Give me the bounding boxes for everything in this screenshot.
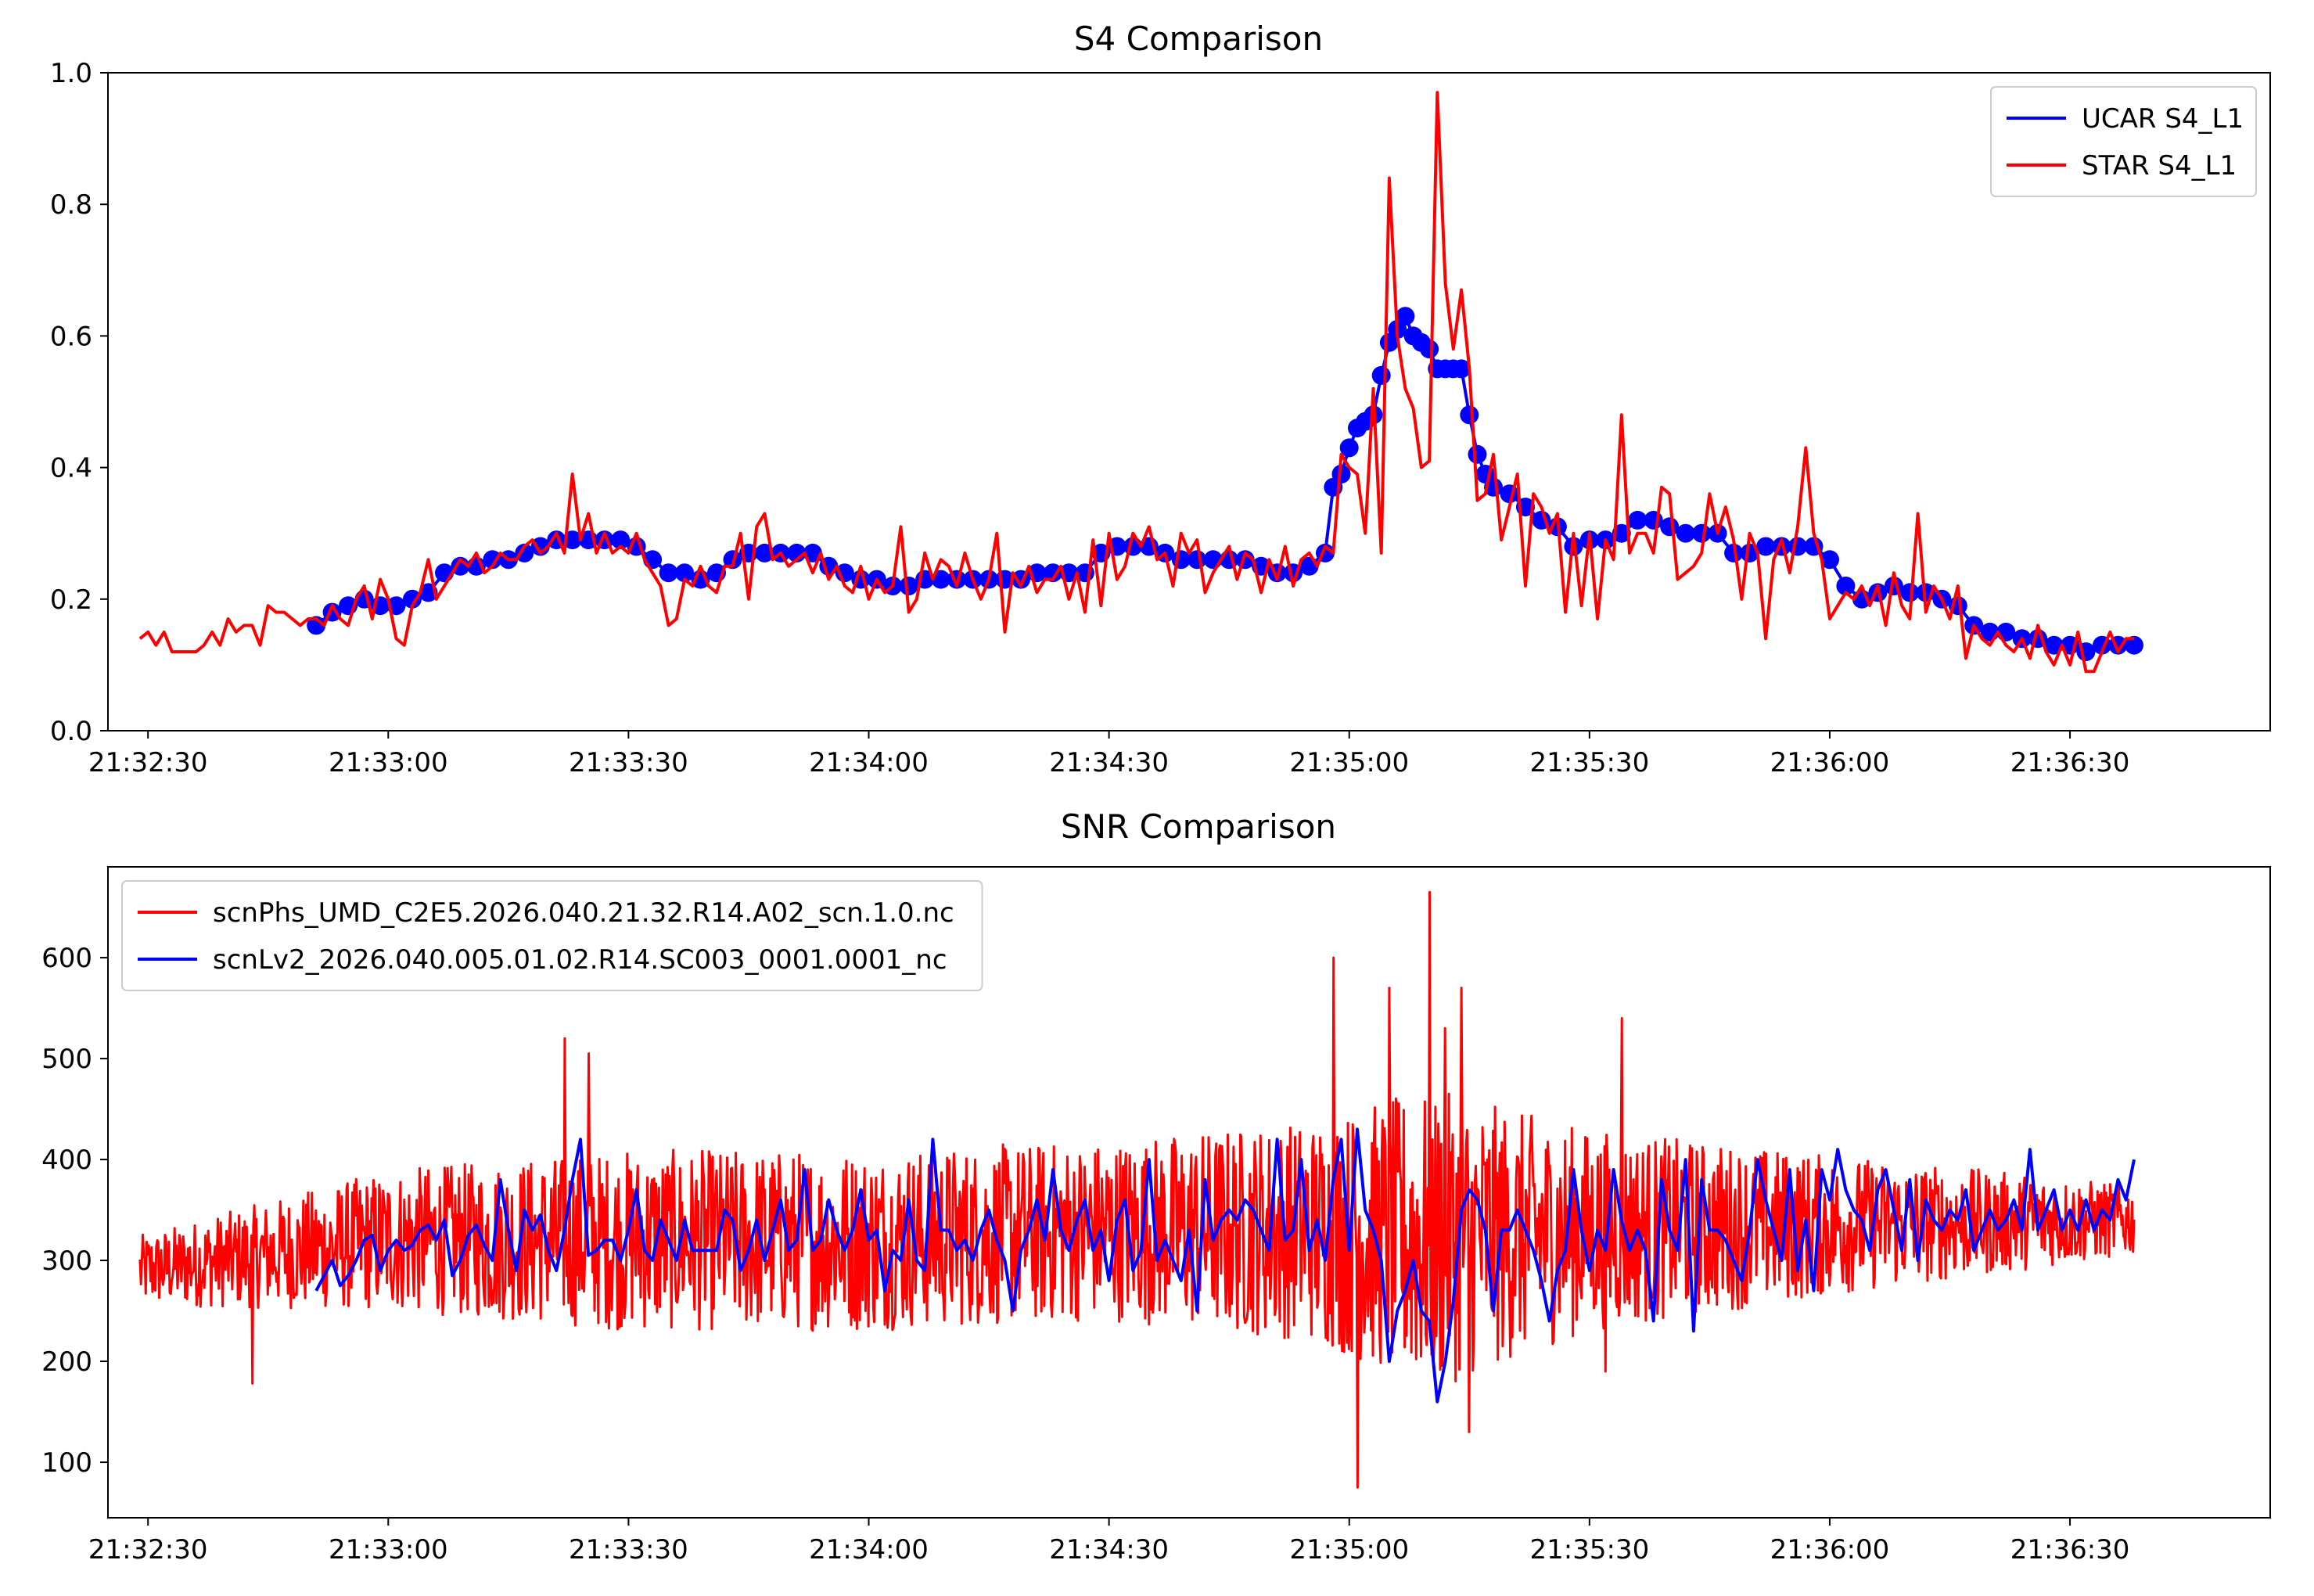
data-point	[1756, 537, 1776, 556]
data-point	[1371, 365, 1391, 385]
legend-label: STAR S4_L1	[2082, 150, 2237, 182]
series-group	[138, 91, 2143, 674]
series-line-1	[138, 91, 2134, 674]
data-point	[723, 550, 742, 570]
data-point	[1044, 563, 1062, 583]
legend-label: UCAR S4_L1	[2082, 103, 2244, 135]
y-tick-label: 0.6	[50, 321, 92, 352]
x-tick-label: 21:36:00	[1770, 1534, 1890, 1565]
x-tick-label: 21:34:00	[809, 747, 929, 778]
s4-chart-title: S4 Comparison	[1074, 20, 1323, 58]
data-point	[1460, 405, 1479, 425]
data-point	[1788, 537, 1807, 556]
x-tick-label: 21:33:30	[569, 747, 688, 778]
x-tick-label: 21:35:00	[1289, 1534, 1409, 1565]
data-point	[611, 530, 631, 550]
data-point	[1396, 307, 1415, 326]
x-tick-label: 21:35:30	[1530, 747, 1650, 778]
legend-label: scnLv2_2026.040.005.01.02.R14.SC003_0001…	[213, 944, 947, 976]
y-tick-label: 100	[41, 1447, 92, 1479]
x-tick-label: 21:36:30	[2010, 1534, 2130, 1565]
x-tick-label: 21:35:00	[1289, 747, 1409, 778]
axes-frame	[107, 72, 2271, 732]
s4-comparison-panel: S4 Comparison 21:32:30 21:33:00 21:33:30 21…	[50, 20, 2271, 778]
data-point	[1339, 438, 1359, 458]
y-tick-label: 0.2	[50, 584, 92, 616]
y-tick-label: 0.0	[50, 716, 92, 747]
s4-plot-area: 21:32:30 21:33:00 21:33:30 21:34:00 21:34:30…	[50, 58, 2271, 778]
snr-comparison-panel: SNR Comparison 21:32:30 21:33:00 21:33:30 2…	[41, 807, 2271, 1565]
data-point	[515, 543, 534, 563]
legend-label: scnPhs_UMD_C2E5.2026.040.21.32.R14.A02_s…	[213, 897, 954, 929]
y-tick-label: 0.4	[50, 453, 92, 484]
x-tick-label: 21:32:30	[88, 747, 208, 778]
data-point	[1628, 510, 1647, 530]
data-point	[1676, 523, 1695, 543]
data-point	[1500, 484, 1519, 504]
y-tick-label: 300	[41, 1246, 92, 1277]
data-point	[1836, 577, 1856, 595]
data-point	[1900, 583, 1920, 602]
y-tick-label: 200	[41, 1346, 92, 1378]
y-tick-label: 1.0	[50, 58, 92, 89]
data-point	[1724, 543, 1744, 563]
data-point	[1468, 444, 1487, 464]
data-point	[483, 550, 502, 570]
data-point	[1692, 523, 1712, 543]
series-line-0	[138, 890, 2136, 1489]
data-point	[1612, 523, 1631, 543]
y-tick-label: 400	[41, 1145, 92, 1176]
x-tick-label: 21:34:30	[1049, 747, 1169, 778]
series-group	[138, 890, 2136, 1489]
data-point	[2125, 635, 2143, 655]
data-point	[1331, 465, 1351, 483]
legend-box	[1990, 86, 2257, 197]
series-line-1	[314, 1127, 2136, 1404]
data-point	[675, 563, 695, 583]
data-point	[659, 563, 678, 583]
x-tick-label: 21:32:30	[88, 1534, 208, 1565]
y-tick-label: 600	[41, 943, 92, 974]
y-tick-label: 0.8	[50, 189, 92, 221]
x-tick-label: 21:34:00	[809, 1534, 929, 1565]
legend: UCAR S4_L1 STAR S4_L1	[1990, 86, 2257, 197]
x-tick-label: 21:33:30	[569, 1534, 688, 1565]
data-point	[1420, 340, 1439, 359]
x-tick-label: 21:36:30	[2010, 747, 2130, 778]
data-point	[1452, 359, 1471, 379]
data-point	[1820, 550, 1839, 570]
data-point	[403, 589, 422, 609]
y-tick-label: 500	[41, 1044, 92, 1075]
x-tick-label: 21:33:00	[329, 747, 448, 778]
x-tick-label: 21:34:30	[1049, 1534, 1169, 1565]
x-tick-label: 21:36:00	[1770, 747, 1890, 778]
x-tick-label: 21:33:00	[329, 1534, 448, 1565]
data-point	[1660, 517, 1680, 537]
x-tick-label: 21:35:30	[1530, 1534, 1650, 1565]
data-point	[899, 577, 918, 595]
legend: scnPhs_UMD_C2E5.2026.040.21.32.R14.A02_s…	[121, 880, 983, 991]
legend-box	[121, 880, 983, 991]
snr-plot-area: 21:32:30 21:33:00 21:33:30 21:34:00 21:34:30…	[41, 866, 2271, 1565]
snr-chart-title: SNR Comparison	[1061, 807, 1336, 846]
data-point	[1644, 510, 1663, 530]
axes-frame	[107, 866, 2271, 1519]
